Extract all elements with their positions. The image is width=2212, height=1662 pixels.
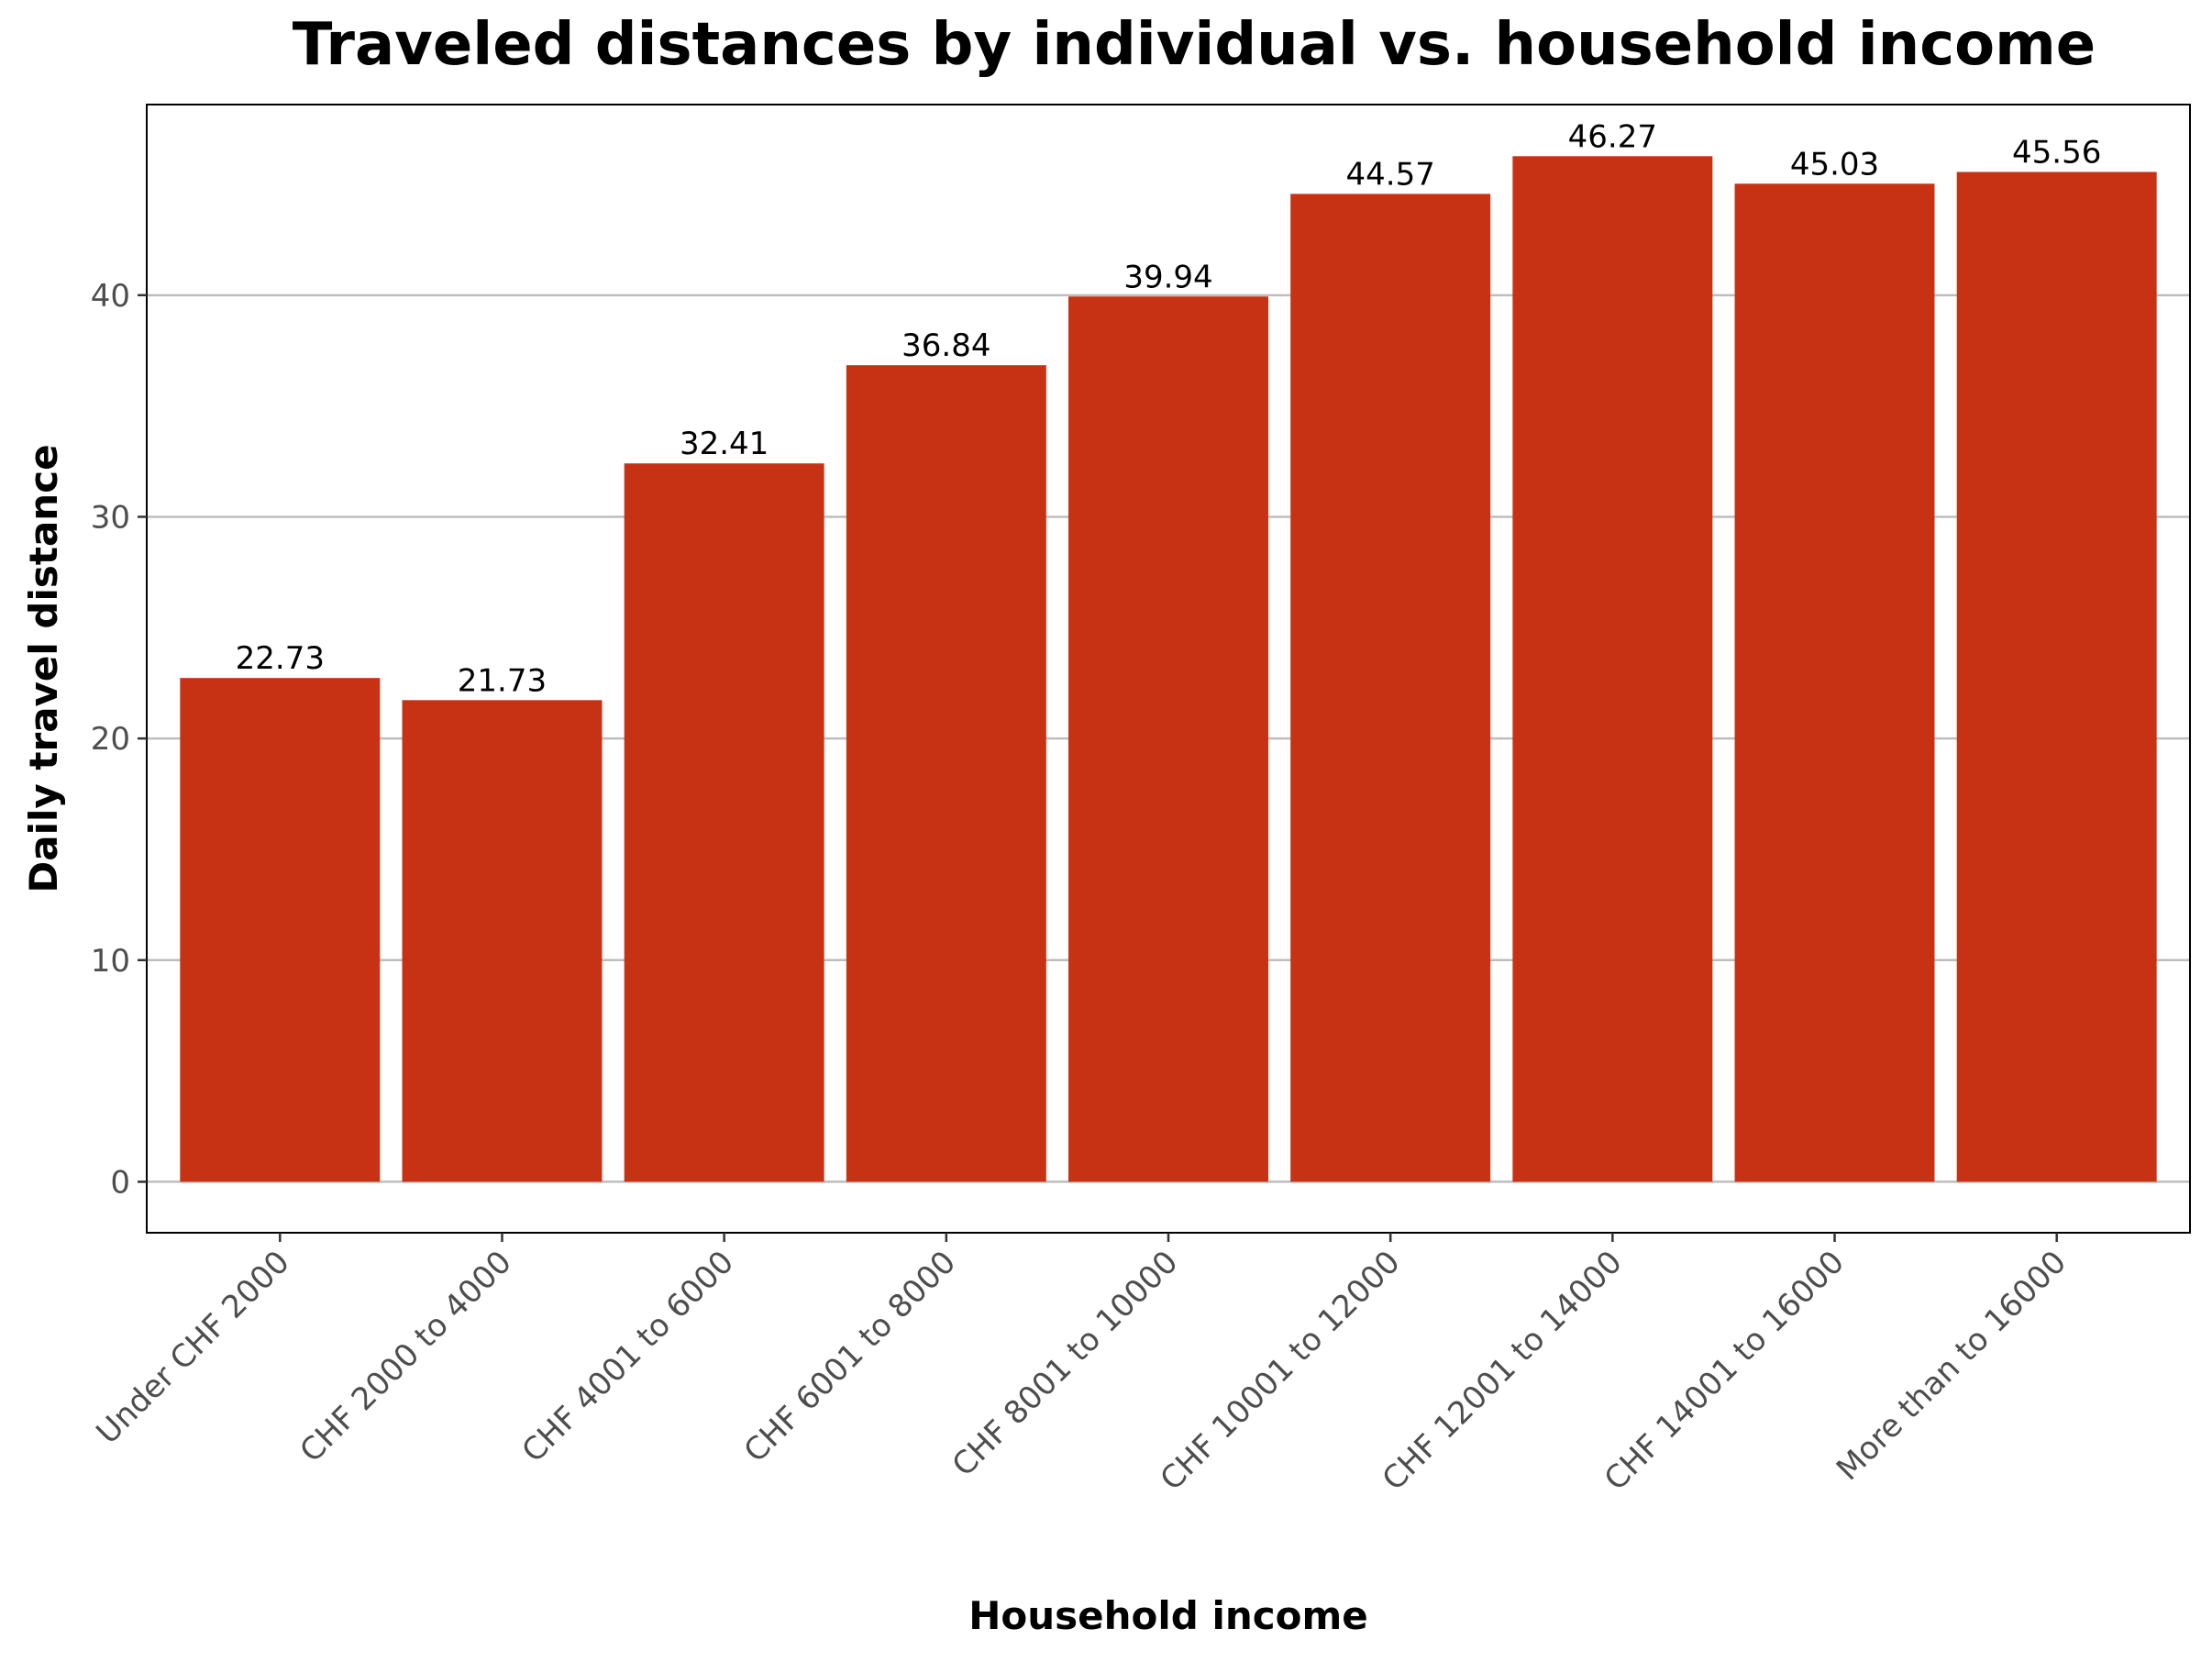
bar-7 [1512,156,1713,1182]
x-tick-label-1: Under CHF 2000 [89,1244,296,1451]
y-tick-label-40: 40 [91,278,130,315]
y-tick-label-30: 30 [91,499,130,536]
data-label-8: 45.03 [1790,146,1879,183]
x-tick-label-5: CHF 8001 to 10000 [946,1244,1186,1484]
bar-3 [624,463,824,1182]
data-label-5: 39.94 [1123,259,1212,295]
bar-5 [1068,296,1268,1182]
y-tick-label-0: 0 [110,1164,130,1201]
bars [180,156,2157,1182]
chart-title: Traveled distances by individual vs. hou… [293,11,2096,79]
x-axis-title: Household income [968,1593,1368,1638]
y-tick-label-10: 10 [91,943,130,980]
x-tick-label-4: CHF 6001 to 8000 [737,1244,963,1469]
x-tick-label-8: CHF 14001 to 16000 [1598,1244,1852,1498]
data-label-2: 21.73 [458,662,547,699]
x-tick-label-6: CHF 10001 to 12000 [1154,1244,1408,1498]
bar-9 [1956,172,2157,1182]
data-label-4: 36.84 [901,327,990,364]
bar-2 [402,700,603,1182]
x-tick-label-2: CHF 2000 to 4000 [293,1244,518,1469]
x-tick-label-3: CHF 4001 to 6000 [515,1244,741,1469]
bar-6 [1290,194,1491,1182]
y-tick-label-20: 20 [91,721,130,758]
data-label-9: 45.56 [2012,134,2101,171]
bar-4 [846,365,1046,1182]
bar-8 [1734,183,1935,1182]
y-axis: 0 10 20 30 40 [91,278,147,1201]
data-label-7: 46.27 [1568,118,1657,155]
y-axis-title: Daily travel distance [21,444,66,892]
data-label-3: 32.41 [680,426,769,462]
x-tick-label-7: CHF 12001 to 14000 [1376,1244,1630,1498]
bar-1 [180,678,381,1182]
data-labels: 22.73 21.73 32.41 36.84 39.94 44.57 46.27 45.03… [236,118,2102,699]
data-label-6: 44.57 [1346,156,1435,193]
data-label-1: 22.73 [236,640,325,677]
x-tick-label-9: More than to 16000 [1830,1244,2074,1488]
